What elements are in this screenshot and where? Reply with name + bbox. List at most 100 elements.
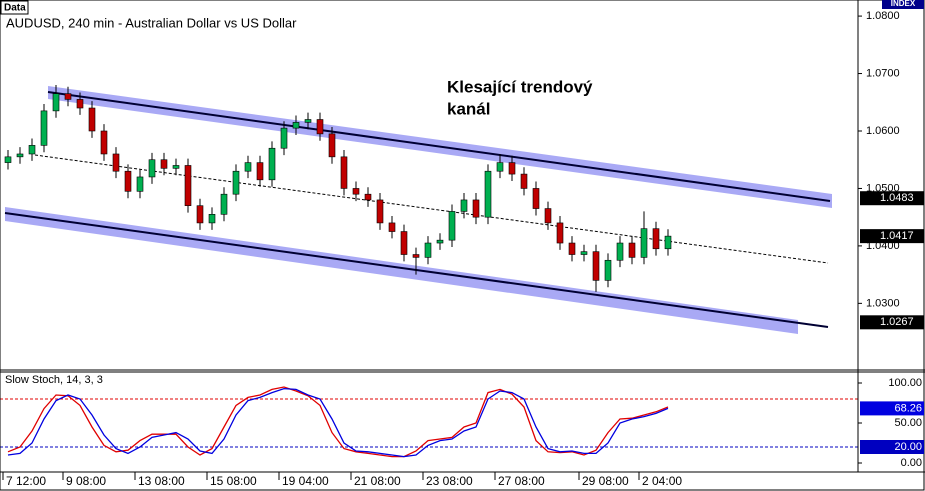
candle-body [136,176,144,192]
candle-body [100,130,108,155]
candle-body [88,107,96,132]
axis-tag-box [882,0,924,9]
price-label: 1.0417 [880,230,914,242]
candle-body [280,127,288,149]
price-label: 1.0267 [880,316,914,328]
candle-body [52,93,60,112]
price-label-box [860,229,924,244]
y-tick-label: 1.0300 [866,297,900,309]
candle-body [400,231,408,255]
channel-upper [47,91,831,202]
candle-body [640,228,648,258]
candle-body [148,159,156,178]
candle-body [316,119,324,135]
candle-body [172,165,180,169]
candle-body [376,199,384,224]
candle-body [292,122,300,129]
candle-body [484,170,492,218]
level-label-box [860,440,924,454]
y-tick-label: 50.00 [894,417,922,429]
axis-tag: INDEX [891,0,916,8]
x-tick-label: 19 04:00 [282,474,329,488]
x-tick-label: 23 08:00 [426,474,473,488]
level-label: 20.00 [894,441,922,453]
candle-body [580,251,588,255]
candle-body [64,93,72,100]
candle-body [532,188,540,209]
x-tick-label: 2 04:00 [642,474,682,488]
channel-band-lower [5,207,798,334]
candle-body [616,242,624,261]
candle-body [472,199,480,218]
candle-body [208,214,216,224]
candle-body [508,162,516,175]
stoch-line [7,386,669,458]
last-label: 68.26 [894,402,922,414]
candle-body [196,205,204,224]
tag-box [0,0,29,15]
candle-body [4,156,12,163]
candle-body [448,211,456,241]
candle-body [592,251,600,281]
candle-body [424,242,432,258]
x-tick-label: 29 08:00 [582,474,629,488]
candle-body [232,170,240,195]
x-tick-label: 13 08:00 [138,474,185,488]
candle-body [652,228,660,250]
candle-body [28,145,36,155]
y-tick-label: 1.0600 [866,125,900,137]
candle-body [544,208,552,224]
price-label: 1.0483 [880,192,914,204]
price-label-box [860,315,924,330]
candle-body [364,193,372,201]
candle-body [76,99,84,109]
candle-body [16,153,24,158]
candle-body [460,199,468,212]
x-tick-label: 21 08:00 [354,474,401,488]
annotation: kanál [447,99,490,118]
annotation: Klesající trendový [447,77,593,96]
candle-body [328,133,336,158]
candle-body [520,173,528,189]
candle-body [496,162,504,172]
candle-body [244,162,252,172]
y-tick-label: 0.00 [901,457,922,469]
candle-body [124,170,132,192]
candle-body [160,159,168,169]
candle-body [220,193,228,215]
channel-mid [34,154,829,264]
last-label-box [860,401,924,416]
candle-body [184,165,192,206]
x-tick-label: 9 08:00 [66,474,106,488]
candle-body [604,259,612,281]
indicator-title: Slow Stoch, 14, 3, 3 [5,374,103,386]
y-tick-label: 1.0800 [866,10,900,22]
candle-body [268,147,276,181]
candle-body [412,254,420,258]
price-label-box [860,191,924,206]
candle-body [664,235,672,250]
chart-title: AUDUSD, 240 min - Australian Dollar vs U… [6,15,297,30]
candle-body [628,242,636,258]
x-tick-label: 15 08:00 [210,474,257,488]
candle-body [304,119,312,123]
stoch-line [7,387,669,458]
x-tick-label: 27 08:00 [498,474,545,488]
candle-body [340,156,348,189]
y-tick-label: 100.00 [888,377,922,389]
x-tick-label: 7 12:00 [6,474,46,488]
candle-body [556,222,564,244]
candle-body [388,222,396,232]
candle-body [256,162,264,181]
candle-body [112,153,120,172]
tag: Data [4,3,26,14]
candle-body [436,239,444,244]
candle-body [40,110,48,146]
y-tick-label: 1.0700 [866,67,900,79]
candle-body [352,188,360,195]
candle-body [568,242,576,255]
